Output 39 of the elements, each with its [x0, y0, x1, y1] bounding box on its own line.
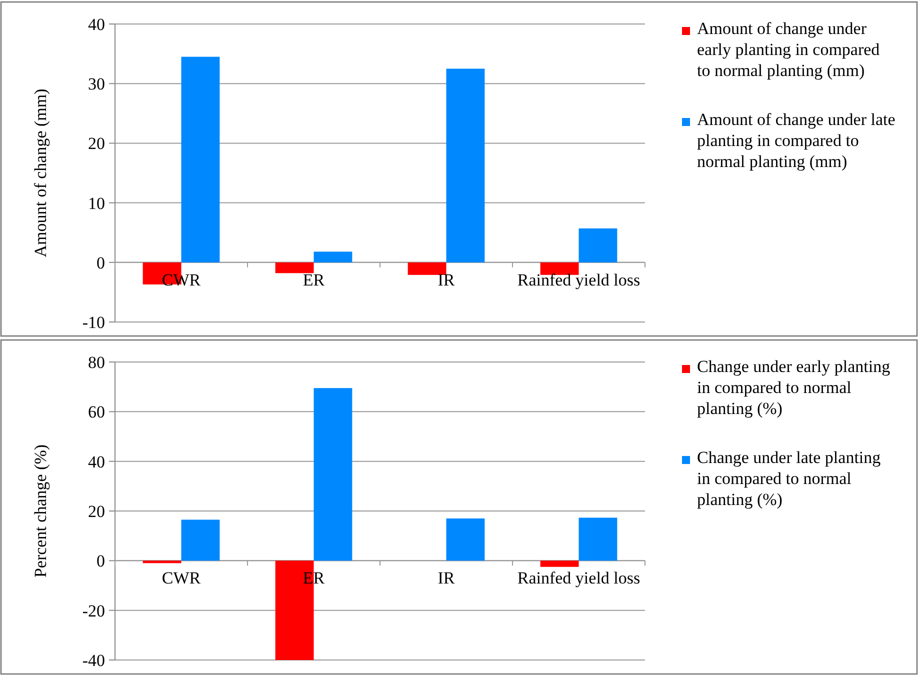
bar	[181, 520, 220, 561]
bar	[181, 56, 220, 262]
bar	[275, 262, 314, 274]
y-axis-title: Percent change (%)	[31, 444, 50, 578]
legend-label: Amount of change under late planting in compared to normal planting (mm)	[697, 110, 896, 171]
bar	[314, 252, 352, 262]
y-tick-label: 20	[88, 502, 105, 521]
y-tick-label: -20	[82, 601, 105, 620]
bar	[142, 560, 182, 564]
y-tick-label: -40	[82, 650, 105, 670]
x-tick-label: Rainfed yield loss	[517, 270, 640, 290]
y-tick-label: 80	[88, 352, 105, 372]
y-tick-label: 0	[96, 253, 105, 272]
bar	[314, 388, 352, 561]
bar	[540, 262, 579, 275]
y-tick-label: 20	[88, 134, 105, 154]
legend-label: Amount of change under early planting in compared to normal planting (mm)	[697, 19, 880, 80]
y-tick-label: 40	[88, 14, 105, 34]
x-tick-label: CWR	[162, 568, 202, 588]
legend-label: Change under late planting in compared to normal planting (%)	[697, 448, 882, 509]
bar	[446, 68, 485, 262]
y-tick-label: 60	[88, 402, 105, 422]
y-axis-title: Amount of change (mm)	[31, 88, 50, 258]
y-tick-label: 10	[88, 194, 105, 213]
legend-label: Change under early planting in compared to normal planting (%)	[697, 357, 891, 418]
bar	[408, 262, 446, 275]
y-tick-label: 0	[96, 552, 105, 571]
x-tick-label: Rainfed yield loss	[517, 568, 640, 588]
bar	[446, 518, 485, 561]
x-tick-label: ER	[302, 270, 326, 290]
x-tick-label: ER	[302, 568, 326, 588]
y-tick-label: -10	[82, 312, 105, 332]
x-tick-label: IR	[438, 270, 456, 290]
x-tick-label: IR	[438, 568, 456, 588]
bar	[578, 228, 618, 262]
bar	[540, 560, 579, 567]
bar	[578, 518, 618, 561]
y-tick-label: 30	[88, 74, 105, 94]
y-tick-label: 40	[88, 452, 105, 472]
